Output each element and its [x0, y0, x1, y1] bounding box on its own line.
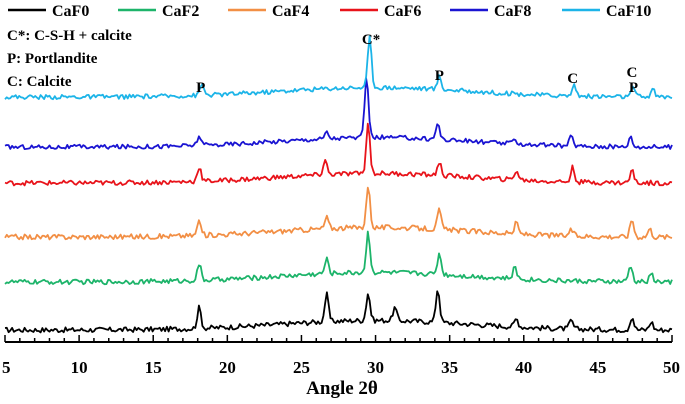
x-tick-label: 50: [663, 358, 680, 377]
peak-label: P: [196, 80, 205, 96]
series-line-caf8: [4, 77, 673, 150]
peak-label: P: [435, 68, 444, 84]
note-1: C*: C-S-H + calcite: [7, 28, 132, 44]
x-tick-label: 40: [515, 358, 532, 377]
legend-label-caf4: CaF4: [272, 3, 309, 20]
series-line-caf0: [4, 290, 673, 334]
legend-label-caf0: CaF0: [52, 3, 89, 20]
legend-label-caf6: CaF6: [384, 3, 421, 20]
legend-label-caf8: CaF8: [494, 3, 531, 20]
legend: CaF0 CaF2 CaF4 CaF6 CaF8 CaF10: [8, 3, 651, 20]
x-tick-label: 15: [145, 358, 162, 377]
series-line-caf6: [4, 122, 673, 187]
x-axis-title: Angle 2θ: [306, 378, 378, 399]
peak-label: C: [567, 71, 578, 87]
x-tick-label: 10: [71, 358, 88, 377]
note-2: P: Portlandite: [7, 51, 98, 67]
peak-notes: C*: C-S-H + calcite P: Portlandite C: Calc…: [7, 28, 132, 90]
x-axis: 5 10 15 20 25 30 35 40 45 50: [2, 335, 680, 377]
x-tick-label: 20: [219, 358, 236, 377]
peak-label: C: [627, 65, 638, 81]
x-tick-label: 35: [441, 358, 458, 377]
series-lines: [4, 35, 673, 334]
peak-label: P: [629, 80, 638, 96]
legend-label-caf2: CaF2: [162, 3, 199, 20]
peak-label: C*: [362, 32, 380, 48]
series-line-caf10: [4, 35, 673, 101]
x-tick-label: 25: [293, 358, 310, 377]
x-tick-label: 45: [589, 358, 606, 377]
x-tick-label: 5: [2, 358, 11, 377]
note-3: C: Calcite: [7, 74, 72, 90]
series-line-caf4: [4, 186, 673, 241]
series-line-caf2: [4, 230, 673, 286]
peak-labels: PC*P C CP: [196, 32, 638, 96]
legend-label-caf10: CaF10: [606, 3, 651, 20]
x-tick-label: 30: [367, 358, 384, 377]
